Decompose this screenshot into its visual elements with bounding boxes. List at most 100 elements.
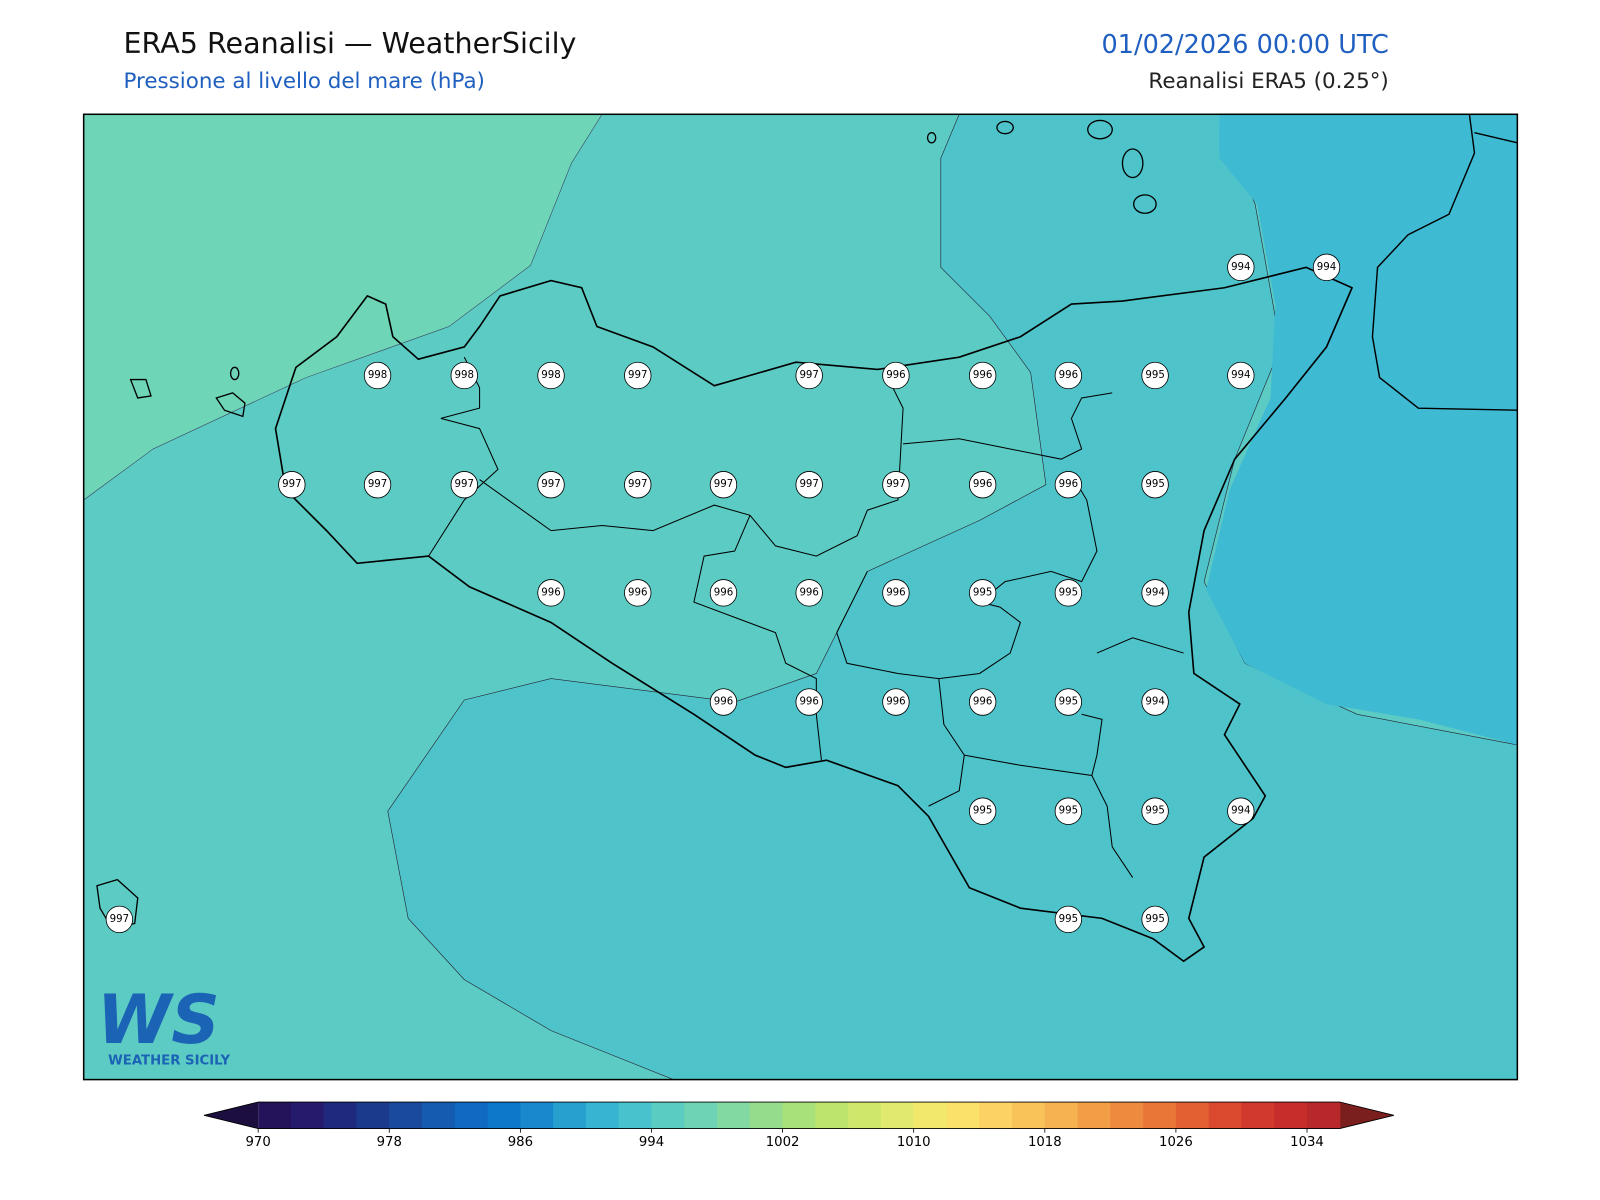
station: 996 (624, 579, 652, 607)
station-value: 996 (799, 587, 818, 598)
colorbar-bin (1012, 1102, 1046, 1129)
station: 996 (1054, 471, 1083, 499)
station-marker (968, 361, 997, 390)
colorbar: 970 978 986 994 1002 1010 1018 1026 1034 (203, 1101, 1394, 1150)
station-value: 994 (1231, 262, 1250, 273)
station: 995 (968, 797, 997, 825)
colorbar-bin (258, 1102, 292, 1129)
station-marker (1054, 905, 1083, 934)
colorbar-bin (290, 1102, 325, 1129)
station-marker (1141, 797, 1169, 825)
station-marker (968, 471, 997, 499)
station: 996 (882, 579, 910, 607)
station: 997 (882, 471, 910, 499)
station-value: 994 (1231, 370, 1250, 381)
pressure-band (387, 114, 1518, 1080)
station-value: 998 (541, 370, 560, 381)
region-border (428, 356, 1184, 878)
colorbar-bin (553, 1102, 587, 1129)
station-marker (709, 579, 738, 607)
colorbar-bin (1175, 1102, 1210, 1129)
colorbar-tick-label: 1026 (1159, 1135, 1193, 1150)
station-marker (1227, 797, 1255, 825)
station-marker (450, 471, 478, 499)
logo: WS WEATHER SICILY (97, 980, 231, 1068)
station-marker (537, 471, 565, 499)
station-marker (1054, 471, 1083, 499)
station-value: 997 (628, 479, 647, 490)
station: 994 (1141, 688, 1169, 716)
station-value: 995 (1145, 914, 1164, 925)
station-value: 996 (714, 587, 733, 598)
station-value: 997 (886, 479, 905, 490)
colorbar-bin (1044, 1102, 1079, 1129)
station: 996 (709, 688, 738, 716)
station-value: 995 (1059, 806, 1078, 817)
station-marker (1141, 688, 1169, 716)
station-value: 996 (799, 697, 818, 708)
colorbar-bin (1274, 1102, 1308, 1129)
colorbar-bin (1307, 1102, 1341, 1129)
colorbar-bin (1077, 1102, 1111, 1129)
station-value: 995 (1145, 806, 1164, 817)
colorbar-extend-high (1339, 1102, 1394, 1129)
station-value: 996 (886, 697, 905, 708)
islands (96, 119, 1157, 930)
colorbar-bin (684, 1102, 718, 1129)
station-value: 994 (1317, 262, 1336, 273)
station-marker (450, 361, 478, 390)
station: 995 (1141, 797, 1169, 825)
colorbar-bin (979, 1102, 1013, 1129)
station: 994 (1312, 253, 1341, 282)
station-marker (709, 688, 738, 716)
station-marker (1227, 253, 1255, 282)
station: 995 (1141, 361, 1169, 390)
station-marker (537, 579, 565, 607)
colorbar-bin (422, 1102, 456, 1129)
station: 997 (363, 471, 392, 499)
station-marker (795, 361, 823, 390)
station-marker (968, 579, 997, 607)
colorbar-bin (356, 1102, 390, 1129)
colorbar-tick-label: 970 (246, 1135, 271, 1150)
station-value: 995 (1059, 914, 1078, 925)
station: 995 (1141, 905, 1169, 934)
colorbar-tick-label: 1002 (766, 1135, 800, 1150)
station-marker (795, 471, 823, 499)
station-value: 994 (1145, 587, 1164, 598)
station: 994 (1227, 253, 1255, 282)
station-marker (1312, 253, 1341, 282)
colorbar-bin (848, 1102, 882, 1129)
station-labels: 994 994 998 998 998 997 997 996 996 996 995 994 997 9… (105, 253, 1341, 934)
station: 995 (1054, 905, 1083, 934)
station-value: 998 (368, 370, 387, 381)
station-value: 997 (799, 370, 818, 381)
station-value: 995 (1059, 587, 1078, 598)
logo-name: WEATHER SICILY (108, 1053, 230, 1068)
station-value: 996 (714, 697, 733, 708)
colorbar-bin (487, 1102, 521, 1129)
station-value: 996 (973, 479, 992, 490)
station-marker (882, 471, 910, 499)
station-marker (537, 361, 565, 390)
station-value: 997 (799, 479, 818, 490)
station-marker (1054, 361, 1083, 390)
station-marker (363, 361, 392, 390)
station-value: 996 (1059, 479, 1078, 490)
station-marker (968, 688, 997, 716)
colorbar-bin (651, 1102, 685, 1129)
station-value: 997 (628, 370, 647, 381)
map-frame (82, 113, 1519, 1081)
source: Reanalisi ERA5 (0.25°) (1148, 69, 1388, 94)
station-marker (968, 797, 997, 825)
station: 998 (450, 361, 478, 390)
colorbar-extend-low (204, 1102, 259, 1129)
station-marker (1054, 579, 1083, 607)
station-marker (1227, 361, 1255, 390)
colorbar-bin (520, 1102, 554, 1129)
station-value: 998 (455, 370, 474, 381)
station-value: 997 (541, 479, 560, 490)
station: 996 (882, 688, 910, 716)
station-marker (709, 471, 738, 499)
